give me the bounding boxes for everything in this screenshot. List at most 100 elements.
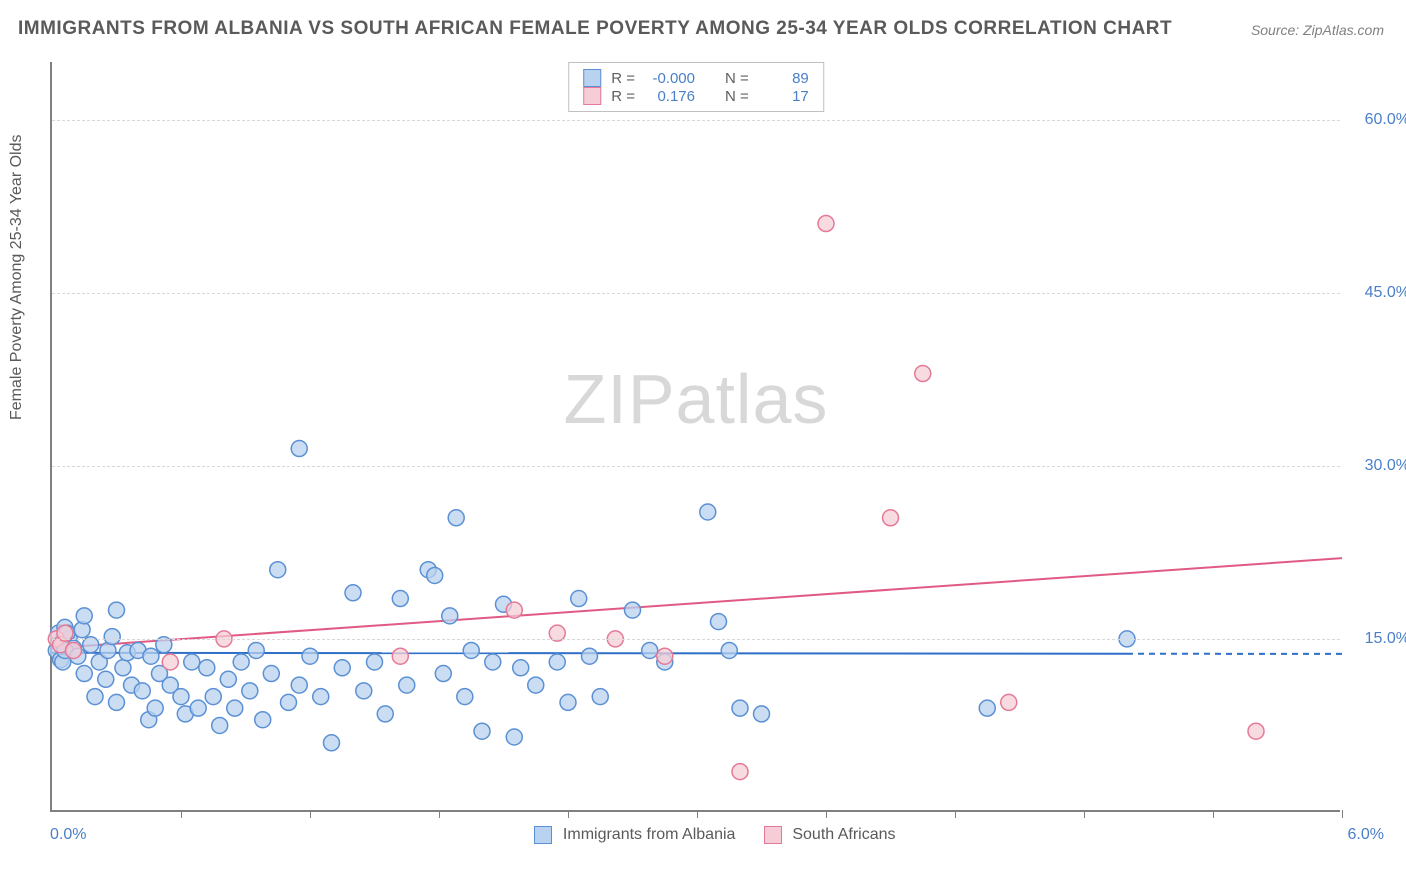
trend-line-south_african: [52, 558, 1342, 648]
data-point-albania: [571, 591, 587, 607]
data-point-albania: [212, 717, 228, 733]
x-tick: [439, 810, 440, 818]
x-tick: [1342, 810, 1343, 818]
gridline: [52, 466, 1340, 467]
data-point-albania: [76, 666, 92, 682]
data-point-albania: [549, 654, 565, 670]
data-point-albania: [427, 567, 443, 583]
data-point-albania: [513, 660, 529, 676]
y-tick-label: 15.0%: [1350, 630, 1406, 648]
data-point-albania: [392, 591, 408, 607]
data-point-albania: [248, 642, 264, 658]
legend-swatch-south-african-bottom: [764, 826, 782, 844]
x-tick: [1213, 810, 1214, 818]
x-tick: [181, 810, 182, 818]
gridline: [52, 120, 1340, 121]
chart-title: IMMIGRANTS FROM ALBANIA VS SOUTH AFRICAN…: [18, 18, 1172, 40]
data-point-albania: [134, 683, 150, 699]
data-point-albania: [143, 648, 159, 664]
data-point-albania: [109, 694, 125, 710]
data-point-albania: [233, 654, 249, 670]
data-point-albania: [377, 706, 393, 722]
data-point-albania: [104, 629, 120, 645]
data-point-albania: [506, 729, 522, 745]
data-point-albania: [721, 642, 737, 658]
x-tick: [955, 810, 956, 818]
data-point-albania: [227, 700, 243, 716]
gridline: [52, 293, 1340, 294]
data-point-albania: [442, 608, 458, 624]
data-point-albania: [184, 654, 200, 670]
data-point-south_african: [1001, 694, 1017, 710]
legend-label-albania: Immigrants from Albania: [563, 826, 736, 843]
data-point-albania: [291, 677, 307, 693]
data-point-albania: [625, 602, 641, 618]
chart-svg: [52, 62, 1340, 810]
data-point-albania: [463, 642, 479, 658]
data-point-albania: [582, 648, 598, 664]
data-point-south_african: [657, 648, 673, 664]
data-point-south_african: [506, 602, 522, 618]
data-point-south_african: [66, 642, 82, 658]
x-tick: [1084, 810, 1085, 818]
y-tick-label: 60.0%: [1350, 111, 1406, 129]
data-point-albania: [291, 441, 307, 457]
data-point-albania: [356, 683, 372, 699]
y-tick-label: 30.0%: [1350, 457, 1406, 475]
data-point-albania: [313, 689, 329, 705]
data-point-albania: [173, 689, 189, 705]
data-point-albania: [474, 723, 490, 739]
data-point-albania: [255, 712, 271, 728]
data-point-albania: [302, 648, 318, 664]
gridline: [52, 639, 1340, 640]
x-tick: [568, 810, 569, 818]
data-point-albania: [109, 602, 125, 618]
data-point-albania: [711, 614, 727, 630]
y-axis-label: Female Poverty Among 25-34 Year Olds: [8, 135, 26, 421]
data-point-albania: [205, 689, 221, 705]
data-point-albania: [115, 660, 131, 676]
data-point-albania: [147, 700, 163, 716]
data-point-albania: [98, 671, 114, 687]
x-tick: [310, 810, 311, 818]
data-point-albania: [263, 666, 279, 682]
source-attribution: Source: ZipAtlas.com: [1251, 22, 1384, 38]
data-point-albania: [979, 700, 995, 716]
data-point-albania: [448, 510, 464, 526]
data-point-albania: [700, 504, 716, 520]
data-point-albania: [528, 677, 544, 693]
data-point-albania: [242, 683, 258, 699]
data-point-albania: [732, 700, 748, 716]
data-point-albania: [270, 562, 286, 578]
legend-swatch-albania-bottom: [534, 826, 552, 844]
data-point-albania: [345, 585, 361, 601]
data-point-albania: [399, 677, 415, 693]
data-point-south_african: [883, 510, 899, 526]
data-point-albania: [199, 660, 215, 676]
data-point-albania: [220, 671, 236, 687]
data-point-albania: [560, 694, 576, 710]
data-point-albania: [190, 700, 206, 716]
legend-label-south-african: South Africans: [792, 826, 895, 843]
data-point-south_african: [915, 366, 931, 382]
data-point-albania: [754, 706, 770, 722]
data-point-albania: [324, 735, 340, 751]
data-point-albania: [592, 689, 608, 705]
data-point-albania: [457, 689, 473, 705]
y-tick-label: 45.0%: [1350, 284, 1406, 302]
data-point-albania: [435, 666, 451, 682]
data-point-albania: [642, 642, 658, 658]
x-tick: [826, 810, 827, 818]
data-point-south_african: [162, 654, 178, 670]
data-point-albania: [334, 660, 350, 676]
data-point-albania: [281, 694, 297, 710]
data-point-albania: [76, 608, 92, 624]
series-legend: Immigrants from Albania South Africans: [0, 826, 1406, 844]
data-point-south_african: [818, 216, 834, 232]
data-point-south_african: [1248, 723, 1264, 739]
data-point-south_african: [392, 648, 408, 664]
plot-area: ZIPatlas R = -0.000 N = 89 R = 0.176 N =…: [50, 62, 1340, 812]
data-point-albania: [87, 689, 103, 705]
data-point-albania: [485, 654, 501, 670]
data-point-south_african: [732, 764, 748, 780]
